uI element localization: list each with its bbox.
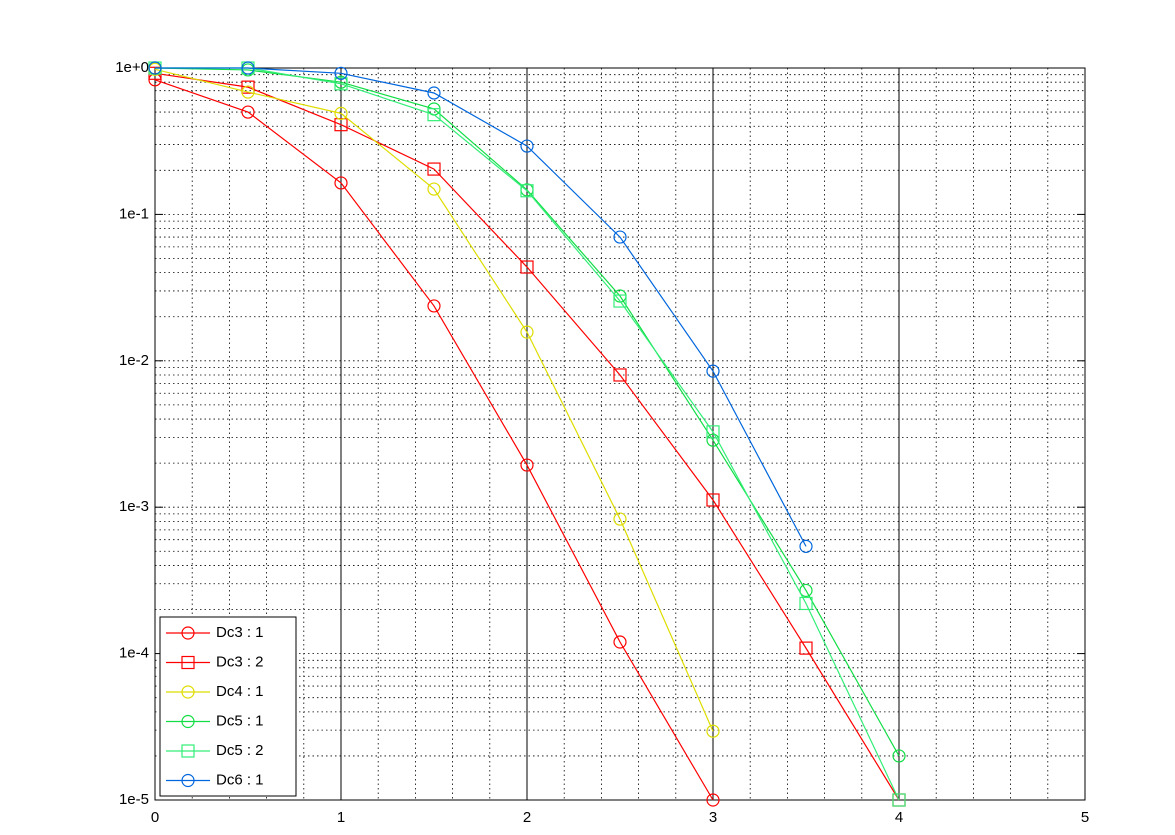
series-line xyxy=(155,67,900,801)
data-point xyxy=(613,368,627,382)
data-point xyxy=(427,182,441,196)
data-point xyxy=(520,458,534,472)
legend-label: Dc5 : 1 xyxy=(216,712,264,729)
legend-label: Dc5 : 2 xyxy=(216,742,264,759)
data-point xyxy=(706,724,720,738)
series-line xyxy=(154,68,714,732)
legend-label: Dc4 : 1 xyxy=(216,683,264,700)
data-point xyxy=(427,86,441,100)
data-point xyxy=(520,139,534,153)
legend-marker xyxy=(181,714,195,729)
y-tick-label: 1e-3 xyxy=(119,498,149,515)
data-point xyxy=(427,162,441,176)
x-tick-label: 3 xyxy=(709,809,717,826)
y-tick-label: 1e-2 xyxy=(119,352,149,369)
data-point xyxy=(241,80,255,94)
data-point xyxy=(241,61,255,75)
legend-marker xyxy=(181,655,195,670)
x-tick-label: 1 xyxy=(337,809,345,826)
data-point xyxy=(148,61,162,75)
data-point xyxy=(892,793,906,807)
data-point xyxy=(613,294,627,308)
data-point xyxy=(613,512,627,526)
series-line xyxy=(154,79,714,801)
data-point xyxy=(706,793,720,807)
data-point xyxy=(799,641,813,655)
data-point xyxy=(520,260,534,274)
y-tick-label: 1e-1 xyxy=(119,205,149,222)
x-tick-label: 5 xyxy=(1081,809,1089,826)
data-point xyxy=(241,105,255,119)
y-tick-label: 1e-5 xyxy=(119,791,149,808)
data-point xyxy=(706,433,720,447)
data-point xyxy=(706,493,720,507)
data-point xyxy=(241,85,255,99)
data-point xyxy=(892,749,906,763)
plot-frame xyxy=(154,67,1086,801)
y-tick-label: 1e-4 xyxy=(119,645,149,662)
legend-label: Dc6 : 1 xyxy=(216,771,264,788)
x-tick-label: 4 xyxy=(895,809,903,826)
x-tick-label: 0 xyxy=(151,809,159,826)
data-point xyxy=(427,299,441,313)
legend-label: Dc3 : 2 xyxy=(216,653,264,670)
data-point xyxy=(613,230,627,244)
data-point xyxy=(334,106,348,120)
x-tick-label: 2 xyxy=(523,809,531,826)
series-line xyxy=(155,67,807,547)
data-point xyxy=(334,77,348,91)
legend-box xyxy=(159,616,297,797)
data-point xyxy=(334,118,348,132)
legend-marker xyxy=(181,773,195,788)
data-point xyxy=(799,596,813,611)
legend-marker xyxy=(181,626,195,640)
legend: Dc3 : 1 Dc3 : 2 Dc4 : 1 Dc5 : 1 Dc5 : 2 Dc6 :… xyxy=(159,616,297,797)
data-point xyxy=(334,176,348,190)
legend-marker xyxy=(181,744,195,758)
data-point xyxy=(427,108,441,122)
series-line xyxy=(154,67,900,757)
legend-marker xyxy=(181,685,195,699)
legend-label: Dc3 : 1 xyxy=(216,624,264,641)
data-point xyxy=(334,66,348,80)
data-point xyxy=(799,539,813,553)
data-point xyxy=(706,425,720,439)
data-point xyxy=(520,325,534,339)
y-tick-label: 1e+0 xyxy=(115,59,149,76)
data-point xyxy=(613,635,627,649)
data-point xyxy=(520,184,534,198)
data-point xyxy=(799,583,813,598)
data-point xyxy=(706,364,720,378)
